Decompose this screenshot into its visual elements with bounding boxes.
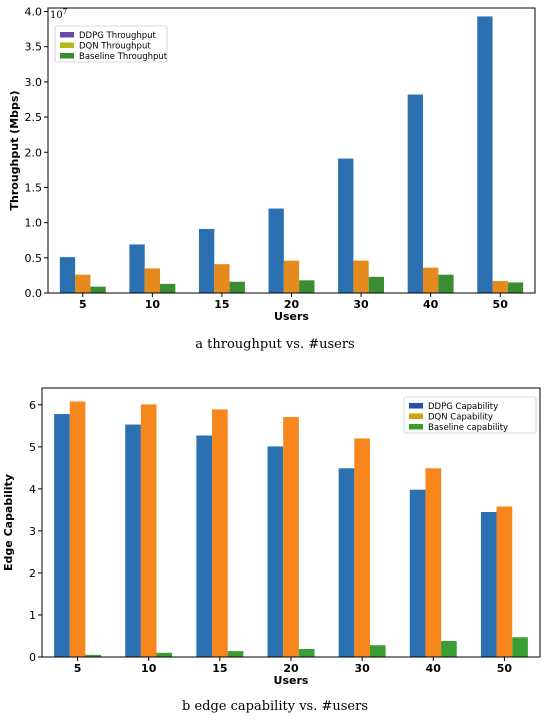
bar-baseline-throughput-30 <box>368 276 385 293</box>
y-tick-label: 2.5 <box>25 111 43 124</box>
y-axis-label: Edge Capability <box>2 474 15 571</box>
bar-dqn-capability-50 <box>496 506 513 657</box>
y-tick-label: 0.5 <box>25 252 43 265</box>
x-tick-label: 5 <box>79 298 87 311</box>
bar-ddpg-capability-10 <box>125 424 141 657</box>
x-tick-label: 15 <box>212 662 227 675</box>
bar-ddpg-throughput-30 <box>338 158 354 293</box>
legend-swatch <box>60 42 74 48</box>
legend-entry: DQN Capability <box>428 413 493 423</box>
figure-caption: b edge capability vs. #users <box>182 699 368 714</box>
x-axis-label: Users <box>274 674 309 687</box>
bar-dqn-capability-5 <box>69 401 86 657</box>
y-tick-label: 1.5 <box>25 181 43 194</box>
bar-baseline-capability-5 <box>85 654 102 657</box>
legend-swatch <box>409 413 423 419</box>
bar-ddpg-throughput-10 <box>129 244 145 293</box>
bar-ddpg-throughput-5 <box>59 257 76 293</box>
y-tick-label: 3.5 <box>25 41 43 54</box>
y-tick-label: 0.0 <box>25 287 43 300</box>
figure-caption: a throughput vs. #users <box>195 337 354 352</box>
bar-ddpg-throughput-50 <box>477 16 493 293</box>
legend-entry: DDPG Capability <box>428 402 498 412</box>
legend-box <box>403 396 537 434</box>
bar-dqn-capability-30 <box>354 438 370 657</box>
bar-ddpg-capability-5 <box>54 414 70 657</box>
bar-baseline-capability-30 <box>369 645 386 657</box>
bar-dqn-throughput-20 <box>283 260 300 293</box>
y-axis-label: Throughput (Mbps) <box>8 91 21 211</box>
bar-ddpg-capability-50 <box>480 511 497 657</box>
bar-baseline-capability-15 <box>227 651 244 657</box>
legend-box <box>54 25 168 63</box>
bar-baseline-throughput-50 <box>507 282 524 293</box>
bar-ddpg-throughput-20 <box>268 208 284 293</box>
x-tick-label: 5 <box>74 662 82 675</box>
bar-dqn-throughput-30 <box>353 260 369 293</box>
bar-dqn-capability-20 <box>283 417 299 657</box>
x-tick-label: 30 <box>354 662 370 675</box>
x-tick-label: 10 <box>145 298 161 311</box>
y-tick-label: 1.0 <box>25 217 43 230</box>
legend-swatch <box>409 424 423 430</box>
bar-baseline-capability-50 <box>512 637 528 657</box>
bar-dqn-capability-10 <box>140 404 157 657</box>
bar-baseline-capability-20 <box>298 649 315 657</box>
bar-baseline-capability-10 <box>156 652 173 657</box>
bar-dqn-capability-15 <box>212 409 228 657</box>
x-axis-label: Users <box>274 310 309 323</box>
bar-baseline-throughput-40 <box>438 274 454 293</box>
y-tick-label: 1 <box>29 609 36 622</box>
x-tick-label: 20 <box>284 298 300 311</box>
x-tick-label: 40 <box>423 298 439 311</box>
chart-panel-2: 0 1 2 3 4 5 6 5 10 15 20 30 40 50 Users Edge Capability… <box>2 387 541 714</box>
y-axis-multiplier: 107 <box>50 8 67 21</box>
x-tick-label: 40 <box>426 662 442 675</box>
bar-dqn-throughput-50 <box>492 281 508 293</box>
x-tick-label: 10 <box>141 662 157 675</box>
bar-dqn-throughput-15 <box>214 264 230 293</box>
bar-dqn-throughput-10 <box>144 268 161 293</box>
bar-baseline-throughput-15 <box>229 281 245 293</box>
bar-baseline-throughput-5 <box>90 286 106 293</box>
x-tick-label: 20 <box>283 662 299 675</box>
y-tick-label: 4 <box>29 483 36 496</box>
legend-swatch <box>60 32 74 38</box>
bar-dqn-throughput-40 <box>422 267 439 293</box>
legend-entry: DQN Throughput <box>79 42 151 52</box>
bar-ddpg-capability-40 <box>409 489 426 657</box>
bar-dqn-throughput-5 <box>75 274 91 293</box>
x-tick-label: 50 <box>497 662 513 675</box>
bar-dqn-capability-40 <box>425 468 442 657</box>
bar-ddpg-throughput-15 <box>198 228 215 293</box>
legend-swatch <box>409 403 423 409</box>
bar-ddpg-throughput-40 <box>407 94 423 293</box>
y-tick-label: 4.0 <box>25 6 43 19</box>
chart-panel-1: 0.0 0.5 1.0 1.5 2.0 2.5 3.0 3.5 4.0 5 10 15 20 30 40 50… <box>8 6 536 352</box>
x-tick-label: 15 <box>214 298 229 311</box>
y-tick-label: 5 <box>29 441 36 454</box>
bar-ddpg-capability-20 <box>267 446 284 657</box>
legend-swatch <box>60 53 74 59</box>
bar-baseline-throughput-10 <box>160 283 176 293</box>
y-tick-label: 3 <box>29 525 36 538</box>
y-tick-label: 6 <box>29 399 36 412</box>
legend-entry: Baseline capability <box>428 423 508 433</box>
bar-baseline-throughput-20 <box>299 280 315 293</box>
bar-baseline-capability-40 <box>441 641 457 657</box>
legend-entry: DDPG Throughput <box>79 31 157 41</box>
x-tick-label: 30 <box>353 298 369 311</box>
y-tick-label: 0 <box>29 651 36 664</box>
y-tick-label: 2 <box>29 567 36 580</box>
bar-ddpg-capability-15 <box>196 435 213 657</box>
x-tick-label: 50 <box>493 298 509 311</box>
bar-ddpg-capability-30 <box>338 468 355 657</box>
legend-entry: Baseline Throughput <box>79 52 168 62</box>
y-tick-label: 3.0 <box>25 76 43 89</box>
y-tick-label: 2.0 <box>25 146 43 159</box>
